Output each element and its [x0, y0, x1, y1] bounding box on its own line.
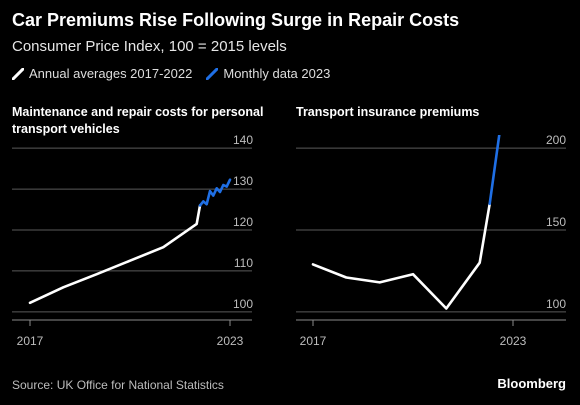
y-tick-label-130: 130: [233, 174, 253, 188]
legend-swatch-annual: [12, 67, 24, 80]
source-note: Source: UK Office for National Statistic…: [12, 378, 224, 392]
x-tick-label-2017: 2017: [300, 334, 327, 348]
panel-title-repair: Maintenance and repair costs for persona…: [12, 105, 264, 136]
legend-label-annual: Annual averages 2017-2022: [29, 66, 193, 81]
series-line-annual: [311, 202, 492, 310]
legend-swatch-monthly: [206, 67, 219, 80]
y-tick-label-200: 200: [546, 133, 566, 147]
x-tick-label-2023: 2023: [500, 334, 527, 348]
x-tick-label-2023: 2023: [217, 334, 244, 348]
y-tick-label-140: 140: [233, 133, 253, 147]
legend-label-monthly: Monthly data 2023: [223, 66, 331, 81]
series-line-monthly: [488, 135, 501, 206]
y-tick-label-110: 110: [234, 256, 253, 270]
series-line-monthly: [198, 178, 232, 207]
series-group: [28, 178, 232, 305]
panel-repair: 100 110 120 130 140 2017 2023: [12, 133, 253, 348]
chart-title: Car Premiums Rise Following Surge in Rep…: [12, 10, 460, 30]
panel-title-insurance: Transport insurance premiums: [296, 105, 480, 119]
y-tick-label-100: 100: [233, 297, 253, 311]
series-group: [311, 135, 501, 310]
chart-subtitle: Consumer Price Index, 100 = 2015 levels: [12, 38, 287, 55]
series-line-annual: [28, 204, 202, 305]
charts-canvas: 100 110 120 130 140 2017 2023 100 150 200 2017 202…: [12, 133, 566, 348]
legend-item-monthly: Monthly data 2023: [206, 66, 330, 81]
legend-item-annual: Annual averages 2017-2022: [12, 66, 192, 81]
y-tick-label-150: 150: [546, 215, 566, 229]
bloomberg-logo: Bloomberg: [497, 376, 566, 391]
y-tick-label-100: 100: [546, 297, 566, 311]
y-tick-label-120: 120: [233, 215, 253, 229]
legend: Annual averages 2017-2022 Monthly data 2…: [12, 66, 344, 81]
x-tick-label-2017: 2017: [17, 334, 44, 348]
panel-insurance: 100 150 200 2017 2023: [296, 133, 566, 348]
